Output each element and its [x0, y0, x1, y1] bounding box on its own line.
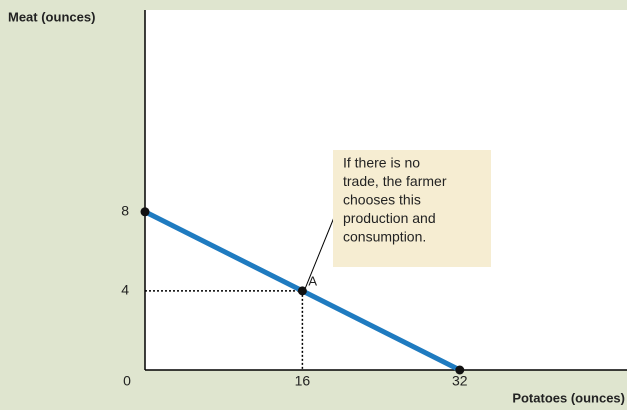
callout-text: consumption. — [343, 229, 426, 245]
x-tick-label: 16 — [295, 373, 311, 389]
data-point — [297, 286, 307, 296]
callout-text: chooses this — [343, 192, 421, 208]
data-point — [455, 365, 465, 375]
callout-text: trade, the farmer — [343, 173, 447, 189]
callout-leader — [304, 214, 336, 289]
y-axis-title: Meat (ounces) — [8, 9, 95, 24]
y-tick-label: 4 — [121, 282, 129, 298]
callout-text: production and — [343, 210, 436, 226]
y-tick-label: 8 — [121, 202, 129, 218]
x-tick-label: 32 — [452, 373, 468, 389]
x-tick-label: 0 — [123, 373, 131, 389]
callout-box — [333, 150, 491, 267]
callout-text: If there is no — [343, 155, 420, 171]
x-axis-title: Potatoes (ounces) — [512, 390, 625, 405]
point-label: A — [308, 273, 317, 288]
data-point — [140, 207, 150, 217]
